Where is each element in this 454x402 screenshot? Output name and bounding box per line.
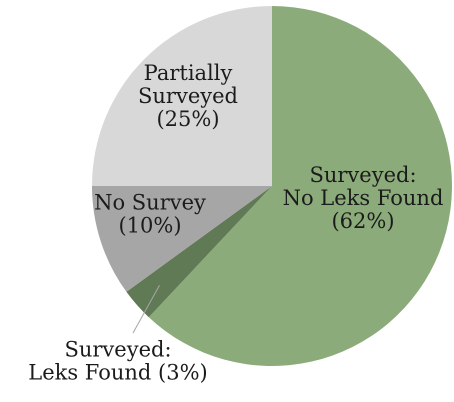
slice-label-line: Leks Found (3%): [28, 361, 207, 385]
pie-slice-no-survey: [92, 186, 272, 292]
slice-label-line: No Survey: [94, 191, 206, 215]
pie-slices: [92, 6, 453, 366]
slice-label-line: (10%): [118, 214, 181, 238]
pie-slice-partially-surveyed: [92, 6, 272, 186]
pie-slice-no-leks-found: [148, 6, 453, 366]
slice-label-line: (25%): [156, 107, 219, 131]
leader-line-leks-found: [132, 284, 160, 334]
pie-slice-leks-found: [126, 186, 272, 318]
slice-label-leks-found: Surveyed: Leks Found (3%): [28, 338, 207, 385]
slice-label-line: Surveyed: [138, 84, 238, 108]
slice-label-partially-surveyed: Partially Surveyed (25%): [138, 61, 238, 131]
slice-label-line: Surveyed:: [64, 338, 171, 362]
slice-label-line: No Leks Found: [283, 186, 444, 210]
leader-lines: [132, 284, 160, 334]
slice-label-no-survey: No Survey (10%): [94, 191, 206, 238]
slice-label-line: Surveyed:: [309, 163, 416, 187]
slice-label-line: Partially: [144, 61, 233, 85]
slice-labels: Surveyed: No Leks Found (62%)Surveyed: Leks…: [28, 61, 443, 385]
slice-label-line: (62%): [331, 209, 394, 233]
slice-label-no-leks-found: Surveyed: No Leks Found (62%): [283, 163, 444, 233]
